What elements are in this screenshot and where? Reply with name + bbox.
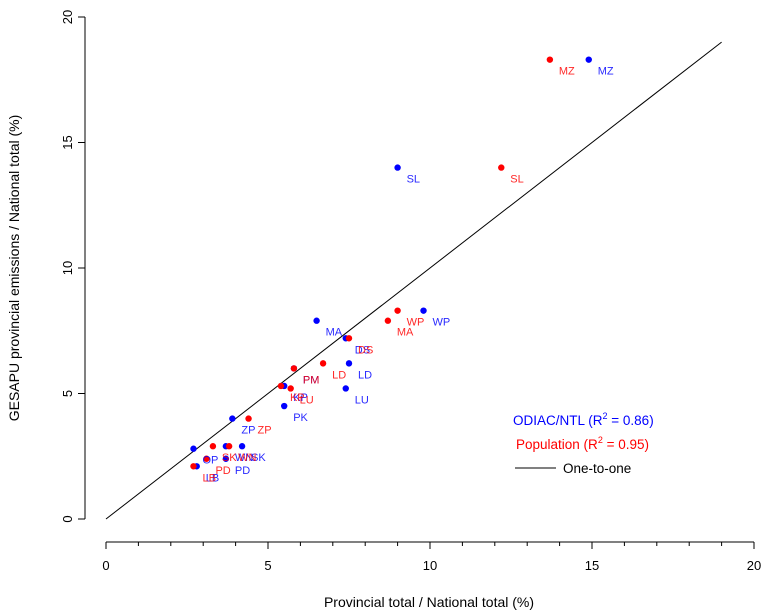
point-odiac-ntl-pd (222, 455, 230, 462)
point-odiac-ntl-sl (394, 164, 401, 171)
point-label-odiac-ntl-mz: MZ (598, 66, 614, 78)
x-tick-label: 10 (423, 558, 437, 573)
point-odiac-ntl-pk (281, 402, 288, 410)
x-tick-label: 0 (102, 558, 109, 573)
x-axis-ticks: 0 5 10 15 20 (102, 542, 761, 573)
point-label-population-lu: LU (300, 394, 314, 406)
legend-population: Population (R2 = 0.95) (516, 435, 649, 452)
point-odiac-ntl-ma (313, 317, 320, 324)
point-label-population-lb: LB (202, 472, 215, 484)
point-label-population-ds: DS (358, 344, 373, 356)
x-tick-label: 15 (585, 558, 599, 573)
y-tick-label: 0 (60, 515, 75, 522)
point-population-pm (290, 365, 298, 372)
point-population-ds (345, 335, 353, 342)
point-label-population-ld: LD (332, 369, 346, 381)
axes: 0 5 10 15 20 0 5 10 15 20 (60, 10, 761, 573)
point-population-wp (394, 307, 401, 314)
point-population-sk (209, 443, 217, 450)
point-label-odiac-ntl-wp: WP (433, 317, 451, 329)
x-tick-label: 5 (264, 558, 271, 573)
point-label-population-wp: WP (407, 317, 425, 329)
legend: ODIAC/NTL (R2 = 0.86) Population (R2 = 0… (513, 411, 654, 476)
point-label-population-zp: ZP (258, 425, 272, 437)
legend-odiac: ODIAC/NTL (R2 = 0.86) (513, 411, 654, 428)
point-label-population-sk: SK (222, 452, 237, 464)
point-label-population-mz: MZ (559, 66, 575, 78)
x-tick-label: 20 (747, 558, 761, 573)
point-odiac-ntl-sk (238, 443, 246, 450)
point-label-odiac-ntl-sl: SL (407, 174, 420, 186)
point-label-odiac-ntl-zp: ZP (241, 425, 255, 437)
point-label-odiac-ntl-lb: LB (206, 472, 219, 484)
one-to-one-line (105, 41, 722, 520)
x-axis-title: Provincial total / National total (%) (324, 594, 534, 610)
point-label-odiac-ntl-sk: SK (251, 452, 266, 464)
point-population-kp (277, 382, 285, 390)
y-axis-ticks: 0 5 10 15 20 (60, 10, 85, 523)
point-population-mz (546, 56, 554, 63)
point-label-population-pm: PM (303, 374, 320, 386)
legend-one-to-one: One-to-one (563, 461, 631, 476)
data-points (190, 56, 592, 470)
y-axis-title: GESAPU provincial emissions / National t… (6, 115, 22, 422)
point-label-population-ma: MA (397, 327, 414, 339)
point-odiac-ntl-zp (229, 415, 236, 422)
point-population-sl (498, 164, 505, 171)
point-population-wn (225, 443, 233, 450)
point-population-lu (287, 385, 294, 392)
point-label-odiac-ntl-pm: PM (303, 374, 320, 386)
point-label-population-kp: KP (290, 392, 305, 404)
point-odiac-ntl-ld (345, 360, 353, 367)
y-tick-label: 10 (60, 261, 75, 275)
point-label-odiac-ntl-pk: PK (293, 412, 308, 424)
point-odiac-ntl-wp (420, 307, 427, 314)
y-tick-label: 15 (60, 135, 75, 149)
point-population-ld (319, 360, 327, 367)
y-tick-label: 5 (60, 390, 75, 397)
point-population-ma (384, 317, 392, 324)
point-label-odiac-ntl-lu: LU (355, 394, 369, 406)
point-population-pd (203, 455, 210, 462)
point-label-odiac-ntl-ma: MA (326, 327, 343, 339)
point-population-lb (190, 463, 197, 470)
point-label-population-pd: PD (215, 465, 230, 477)
point-odiac-ntl-op (190, 445, 197, 452)
point-label-odiac-ntl-wn: WN (235, 452, 253, 464)
point-label-odiac-ntl-op: OP (202, 455, 218, 467)
point-label-population-wn: WN (238, 452, 256, 464)
point-label-odiac-ntl-pd: PD (235, 465, 250, 477)
point-label-odiac-ntl-kp: KP (293, 392, 308, 404)
point-label-odiac-ntl-ld: LD (358, 369, 372, 381)
point-label-population-sl: SL (510, 174, 523, 186)
y-tick-label: 20 (60, 10, 75, 24)
point-odiac-ntl-mz (585, 56, 592, 63)
point-population-zp (245, 415, 252, 422)
point-label-odiac-ntl-ds: DS (355, 344, 370, 356)
point-odiac-ntl-lu (342, 385, 349, 392)
